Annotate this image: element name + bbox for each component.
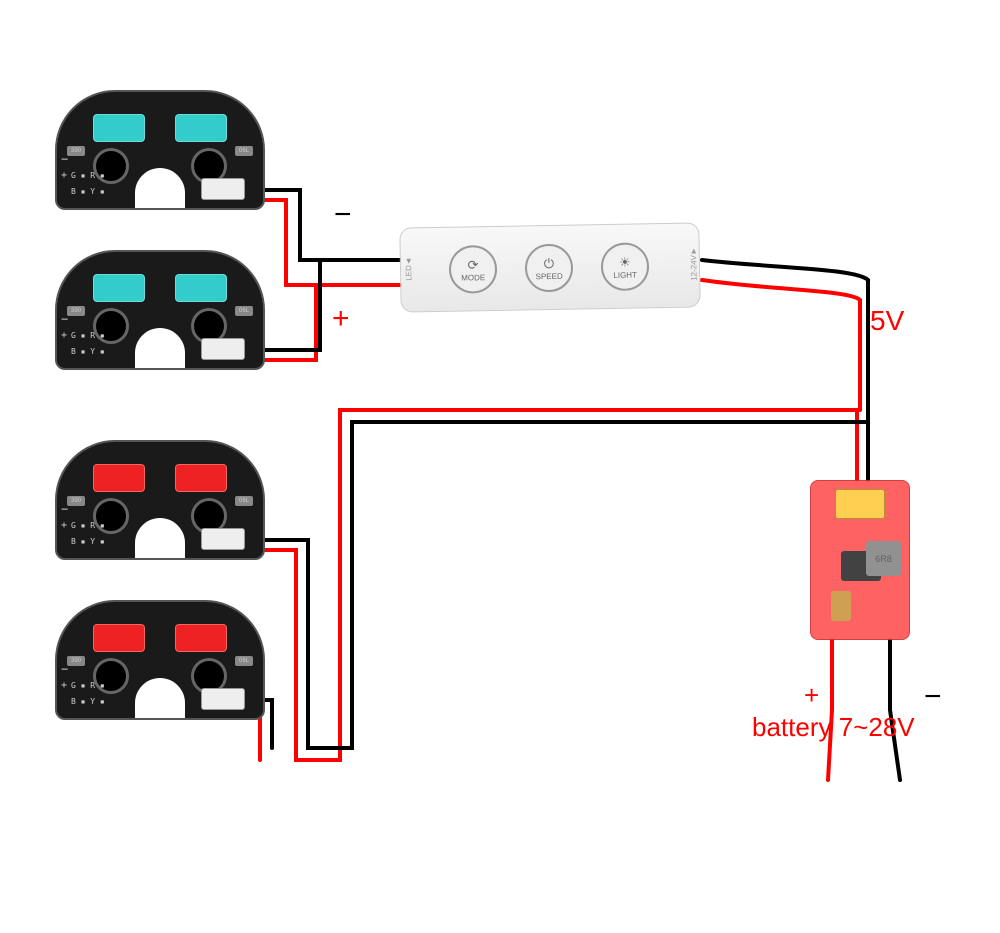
bec-module: 6R8 <box>810 480 910 640</box>
wire-red <box>245 410 857 760</box>
led-chip <box>93 464 145 492</box>
label-bec_plus: + <box>804 680 819 711</box>
polarity-plus: + <box>61 680 67 691</box>
label-five_v: 5V <box>870 305 904 337</box>
led-chip <box>175 464 227 492</box>
resistor: 06L <box>235 496 253 506</box>
color-label-by: B ▪ Y ▪ <box>71 347 105 356</box>
color-label-by: B ▪ Y ▪ <box>71 537 105 546</box>
jst-connector <box>201 688 245 710</box>
wire-black <box>250 422 868 748</box>
polarity-minus: − <box>61 312 68 326</box>
polarity-plus: + <box>61 520 67 531</box>
resistor: 06L <box>235 656 253 666</box>
polarity-minus: − <box>61 502 68 516</box>
wire-black <box>890 640 900 780</box>
polarity-plus: + <box>61 170 67 181</box>
led-controller: LED◄ ⟳ MODE ⏻ SPEED ☀ LIGHT 12-24V► <box>399 222 700 312</box>
bec-capacitor <box>831 591 851 621</box>
resistor: 06L <box>235 306 253 316</box>
color-label-gr: G ▪ R ▪ <box>71 521 105 530</box>
resistor: 390 <box>67 306 85 316</box>
resistor: 390 <box>67 656 85 666</box>
led-board-2: 390 06L − + G ▪ R ▪ B ▪ Y ▪ <box>55 250 265 370</box>
led-chip <box>175 274 227 302</box>
label-bec_minus: − <box>924 680 942 714</box>
color-label-by: B ▪ Y ▪ <box>71 187 105 196</box>
led-chip <box>175 114 227 142</box>
resistor: 390 <box>67 496 85 506</box>
polarity-plus: + <box>61 330 67 341</box>
led-board-4: 390 06L − + G ▪ R ▪ B ▪ Y ▪ <box>55 600 265 720</box>
polarity-minus: − <box>61 152 68 166</box>
polarity-minus: − <box>61 662 68 676</box>
wire-black <box>250 190 400 260</box>
led-board-3: 390 06L − + G ▪ R ▪ B ▪ Y ▪ <box>55 440 265 560</box>
bec-connector <box>835 489 885 519</box>
color-label-gr: G ▪ R ▪ <box>71 681 105 690</box>
mode-button[interactable]: ⟳ MODE <box>449 245 498 294</box>
bec-inductor: 6R8 <box>866 541 901 576</box>
resistor: 390 <box>67 146 85 156</box>
light-button[interactable]: ☀ LIGHT <box>601 242 650 291</box>
wiring-diagram: 390 06L − + G ▪ R ▪ B ▪ Y ▪ 390 06L − + … <box>0 0 1000 933</box>
controller-left-label: LED◄ <box>404 257 413 281</box>
led-chip <box>175 624 227 652</box>
speed-power-button[interactable]: ⏻ SPEED <box>525 244 574 293</box>
label-plus: + <box>332 302 350 336</box>
controller-right-label: 12-24V► <box>689 247 699 281</box>
jst-connector <box>201 178 245 200</box>
wire-red <box>702 280 860 410</box>
led-chip <box>93 114 145 142</box>
color-label-by: B ▪ Y ▪ <box>71 697 105 706</box>
jst-connector <box>201 338 245 360</box>
jst-connector <box>201 528 245 550</box>
color-label-gr: G ▪ R ▪ <box>71 331 105 340</box>
label-battery: battery 7~28V <box>752 712 915 743</box>
wire-red <box>828 640 832 780</box>
resistor: 06L <box>235 146 253 156</box>
led-chip <box>93 624 145 652</box>
wire-black <box>702 260 868 422</box>
led-chip <box>93 274 145 302</box>
color-label-gr: G ▪ R ▪ <box>71 171 105 180</box>
wire-red <box>245 200 400 285</box>
led-board-1: 390 06L − + G ▪ R ▪ B ▪ Y ▪ <box>55 90 265 210</box>
label-minus: − <box>334 198 352 232</box>
